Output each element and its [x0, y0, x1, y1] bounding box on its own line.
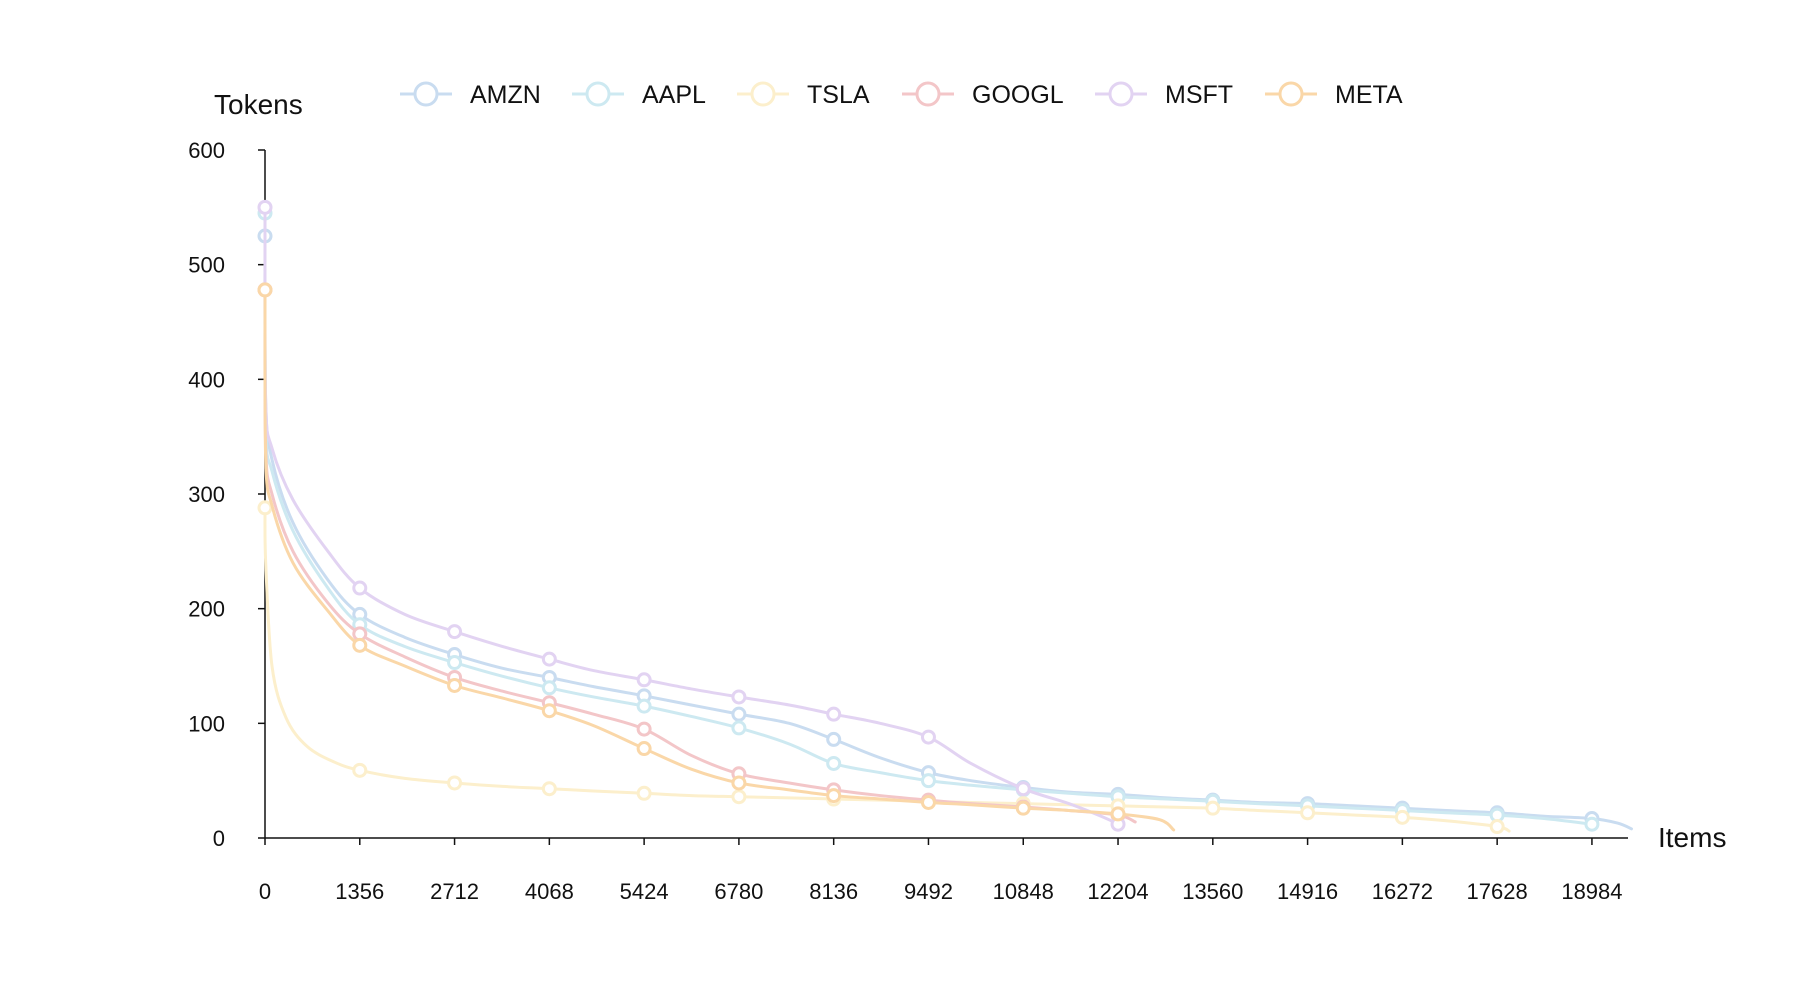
x-tick-label: 5424: [620, 879, 669, 904]
legend-item-aapl[interactable]: AAPL: [572, 81, 706, 109]
x-axis-title: Items: [1658, 822, 1726, 853]
x-tick-label: 4068: [525, 879, 574, 904]
x-tick-label: 8136: [809, 879, 858, 904]
y-axis-title: Tokens: [214, 89, 303, 120]
data-point-meta: [541, 703, 557, 719]
data-point-aapl: [826, 755, 842, 771]
data-point-aapl: [731, 720, 747, 736]
series-line-meta: [263, 288, 1176, 832]
data-point-msft: [257, 199, 273, 215]
data-point-msft: [731, 689, 747, 705]
legend[interactable]: AMZN AAPL TSLA GOOGL MSFT META: [400, 81, 1403, 109]
data-point-meta: [1110, 806, 1126, 822]
series-aapl: [257, 205, 1600, 832]
data-point-msft: [1015, 781, 1031, 797]
data-point-aapl: [541, 680, 557, 696]
data-point-meta: [731, 775, 747, 791]
data-point-msft: [447, 624, 463, 640]
x-tick-label: 17628: [1467, 879, 1528, 904]
data-point-aapl: [920, 773, 936, 789]
legend-item-msft[interactable]: MSFT: [1095, 81, 1233, 109]
legend-label-amzn: AMZN: [470, 81, 541, 109]
y-tick-label: 600: [188, 138, 225, 163]
data-point-tsla: [1489, 819, 1505, 835]
data-point-tsla: [447, 775, 463, 791]
data-point-tsla: [636, 785, 652, 801]
data-point-msft: [826, 706, 842, 722]
x-tick-label: 6780: [714, 879, 763, 904]
series-googl: [257, 282, 1137, 824]
data-point-meta: [1015, 800, 1031, 816]
x-axis-ticks: 0 1356 2712 4068 5424 6780 8136 9492 10848 12204 1…: [259, 838, 1623, 904]
data-point-msft: [352, 580, 368, 596]
series-tsla: [257, 500, 1511, 835]
x-tick-label: 18984: [1561, 879, 1622, 904]
x-tick-label: 14916: [1277, 879, 1338, 904]
series-line-googl: [263, 288, 1137, 824]
x-tick-label: 1356: [335, 879, 384, 904]
data-point-tsla: [1205, 800, 1221, 816]
series-amzn: [257, 228, 1633, 831]
legend-swatch-marker: [1278, 81, 1304, 107]
y-tick-label: 400: [188, 367, 225, 392]
data-point-meta: [826, 788, 842, 804]
legend-label-meta: META: [1335, 81, 1403, 109]
legend-item-googl[interactable]: GOOGL: [902, 81, 1064, 109]
data-point-tsla: [257, 500, 273, 516]
data-point-msft: [636, 672, 652, 688]
legend-swatch-marker: [413, 81, 439, 107]
data-point-msft: [920, 729, 936, 745]
data-point-tsla: [541, 781, 557, 797]
y-tick-label: 500: [188, 253, 225, 278]
x-tick-label: 9492: [904, 879, 953, 904]
data-point-meta: [352, 637, 368, 653]
x-tick-label: 13560: [1182, 879, 1243, 904]
x-tick-label: 2712: [430, 879, 479, 904]
data-point-tsla: [352, 762, 368, 778]
y-tick-label: 200: [188, 597, 225, 622]
series-lines: [257, 199, 1633, 835]
y-axis-ticks: 0 100 200 300 400 500 600: [188, 138, 265, 851]
axes: Tokens Items 0 1356 2712 4068 5424 6780 8136 94…: [188, 89, 1726, 904]
data-point-tsla: [1394, 809, 1410, 825]
data-point-tsla: [731, 789, 747, 805]
legend-swatch-marker: [585, 81, 611, 107]
data-point-aapl: [636, 698, 652, 714]
data-point-tsla: [1300, 805, 1316, 821]
legend-label-googl: GOOGL: [972, 81, 1064, 109]
legend-item-amzn[interactable]: AMZN: [400, 81, 541, 109]
x-tick-label: 12204: [1087, 879, 1148, 904]
x-tick-label: 10848: [993, 879, 1054, 904]
y-tick-label: 300: [188, 482, 225, 507]
legend-swatch-marker: [750, 81, 776, 107]
legend-label-tsla: TSLA: [807, 81, 870, 109]
y-tick-label: 0: [213, 826, 225, 851]
legend-label-msft: MSFT: [1165, 81, 1233, 109]
data-point-meta: [257, 282, 273, 298]
data-point-amzn: [826, 731, 842, 747]
legend-item-tsla[interactable]: TSLA: [737, 81, 870, 109]
data-point-aapl: [1584, 816, 1600, 832]
series-line-msft: [263, 205, 1120, 826]
legend-swatch-marker: [1108, 81, 1134, 107]
data-point-meta: [636, 741, 652, 757]
series-meta: [257, 282, 1176, 832]
x-tick-label: 0: [259, 879, 271, 904]
y-tick-label: 100: [188, 711, 225, 736]
series-line-amzn: [263, 234, 1633, 831]
legend-swatch-marker: [915, 81, 941, 107]
data-point-amzn: [731, 706, 747, 722]
data-point-googl: [636, 721, 652, 737]
data-point-msft: [541, 651, 557, 667]
x-tick-label: 16272: [1372, 879, 1433, 904]
legend-item-meta[interactable]: META: [1265, 81, 1403, 109]
data-point-aapl: [447, 655, 463, 671]
legend-label-aapl: AAPL: [642, 81, 706, 109]
data-point-meta: [447, 677, 463, 693]
data-point-meta: [920, 794, 936, 810]
series-msft: [257, 199, 1126, 832]
